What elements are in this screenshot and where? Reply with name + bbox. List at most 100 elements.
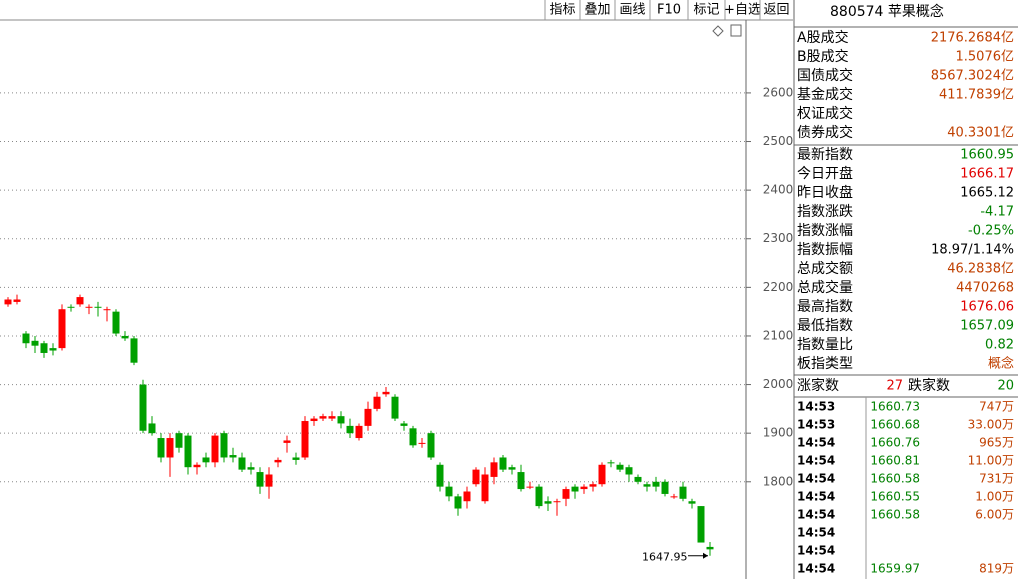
candle-body [427,433,435,458]
candle-body [112,311,120,334]
candle-body [562,489,570,499]
tick-volume: 747万 [979,400,1014,414]
candle-body [193,464,201,468]
row-value: -4.17 [980,205,1014,220]
row-value: 1666.17 [960,167,1014,182]
toolbar-button[interactable]: +自选 [724,3,761,18]
row-label: 权证成交 [797,105,853,122]
toolbar-button[interactable]: 画线 [619,3,645,18]
row-label: 指数量比 [797,337,853,353]
tick-volume: 33.00万 [968,418,1014,432]
y-tick-label: 1900 [763,426,794,440]
row-label: 指数涨幅 [797,223,853,239]
tick-price: 1660.76 [870,436,920,450]
candle-body [13,299,21,302]
candle-body [652,481,660,487]
candle-body [328,416,336,419]
icon [730,24,742,37]
candle-body [373,396,381,409]
candle-body [463,491,471,502]
tick-volume: 819万 [979,562,1014,576]
row-value: 46.2838亿 [947,262,1014,277]
candle-body [517,472,525,490]
candle-body [49,348,57,351]
row-value: -0.25% [968,224,1014,239]
min-annotation: 1647.95 [642,551,688,564]
candle-body [157,438,165,458]
candle-body [175,433,183,448]
y-tick-label: 2200 [763,280,794,294]
tick-price: 1660.81 [870,454,920,468]
row-value: 411.7839亿 [939,88,1014,103]
tick-time: 14:54 [797,454,835,468]
toolbar-button[interactable]: 标记 [693,3,719,18]
candle-body [40,343,48,353]
candle-body [67,306,75,308]
tick-price: 1660.68 [870,418,920,432]
candle-body [436,464,444,487]
candle-body [121,335,129,339]
candle-body [346,425,354,434]
row-label: 最高指数 [797,298,853,315]
candle-body [409,428,417,446]
candle-body [391,396,399,419]
tick-price: 1660.58 [870,472,920,486]
candle-body [688,501,696,504]
candle-body [418,442,426,444]
candle-body [31,340,39,346]
candle-body [94,306,102,308]
candle-body [301,421,309,458]
tick-time: 14:54 [797,472,835,486]
row-label: 债券成交 [797,124,853,141]
tick-price: 1660.73 [870,400,920,414]
candle-body [265,474,273,487]
candle-body [580,486,588,490]
row-value: 1.5076亿 [956,50,1015,65]
candle-body [643,484,651,487]
row-label: 最低指数 [797,318,853,334]
y-tick-label: 2000 [763,377,794,391]
row-label: 今日开盘 [797,165,853,182]
candle-body [211,435,219,463]
row-label: 总成交额 [797,260,853,277]
tick-price: 1660.55 [870,490,920,504]
row-label: B股成交 [797,48,849,65]
toolbar-button[interactable]: 返回 [763,3,789,18]
candle-body [508,467,516,470]
candle-body [292,457,300,460]
row-value: 2176.2684亿 [931,31,1014,46]
tick-volume: 6.00万 [975,508,1014,522]
candle-body [310,418,318,422]
up-count: 27 [886,379,903,394]
candle-body [337,416,345,424]
panel-title: 880574 苹果概念 [830,3,944,20]
candle-body [103,309,111,311]
tick-volume: 1.00万 [975,490,1014,504]
candle-body [697,506,705,543]
candle-body [670,496,678,498]
candle-body [256,472,264,487]
tick-time: 14:53 [797,418,835,432]
toolbar-button[interactable]: 指标 [549,3,575,18]
candle-body [382,391,390,395]
toolbar-button[interactable]: F10 [657,3,681,18]
candle-body [625,467,633,475]
y-tick-label: 2500 [763,134,794,148]
candle-body [400,423,408,426]
candle-body [229,455,237,458]
row-value: 概念 [988,356,1014,372]
toolbar-button[interactable]: 叠加 [584,3,610,18]
candle-body [148,423,156,434]
down-count: 20 [997,379,1014,394]
candle-body [499,457,507,470]
candle-body [544,501,552,504]
row-label: 板指类型 [797,356,853,372]
row-value: 8567.3024亿 [931,69,1014,84]
candle-body [22,333,30,344]
candle-body [571,486,579,492]
candle-body [706,546,714,550]
down-label: 跌家数 [908,377,950,394]
y-tick-label: 2400 [763,183,794,197]
candle-body [598,464,606,485]
candle-body [319,416,327,419]
